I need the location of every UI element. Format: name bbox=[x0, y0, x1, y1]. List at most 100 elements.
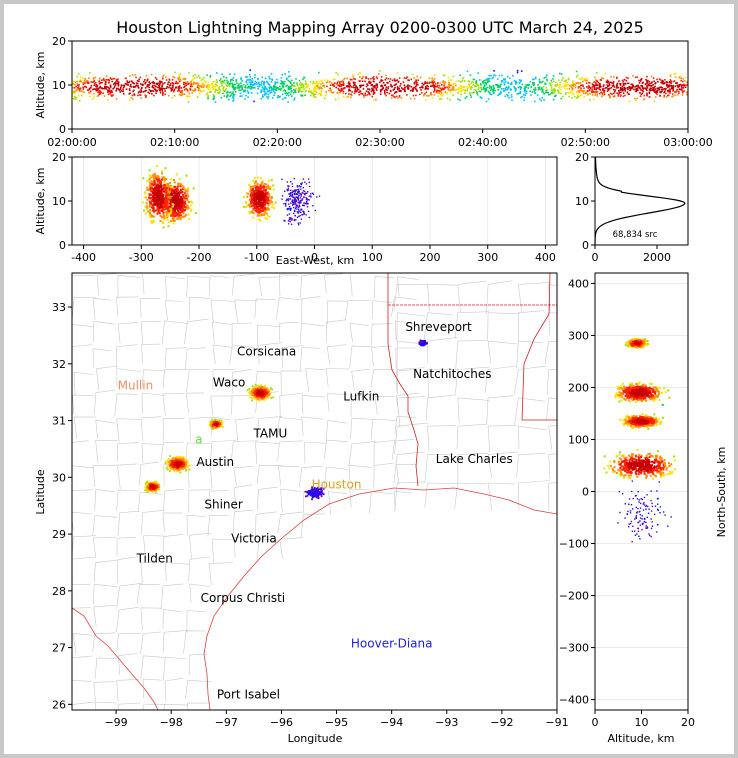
time-altitude-source bbox=[557, 90, 560, 92]
parish-line bbox=[427, 337, 458, 364]
time-altitude-source bbox=[299, 87, 302, 89]
time-altitude-source bbox=[634, 85, 637, 88]
time-altitude-source bbox=[277, 95, 279, 97]
time-altitude-source bbox=[525, 90, 528, 92]
time-altitude-source bbox=[470, 82, 473, 85]
time-altitude-source bbox=[569, 85, 571, 87]
ew-source bbox=[180, 204, 183, 207]
time-altitude-source bbox=[131, 80, 133, 82]
time-altitude-source bbox=[343, 78, 345, 81]
time-altitude-source bbox=[356, 86, 358, 89]
ew-source bbox=[283, 219, 285, 222]
county-line bbox=[141, 369, 164, 389]
ew-source bbox=[252, 202, 255, 204]
time-altitude-source bbox=[93, 82, 96, 85]
time-altitude-source bbox=[680, 88, 683, 90]
time-altitude-source bbox=[577, 94, 579, 97]
ew-source bbox=[160, 200, 163, 203]
ew-source bbox=[269, 187, 272, 190]
time-altitude-source bbox=[359, 84, 361, 87]
time-altitude-source bbox=[641, 89, 644, 92]
time-altitude-source bbox=[318, 80, 321, 83]
time-altitude-source bbox=[232, 97, 235, 99]
ew-source bbox=[142, 201, 145, 204]
time-altitude-source bbox=[212, 80, 215, 83]
time-altitude-source bbox=[226, 85, 229, 87]
time-altitude-source bbox=[412, 73, 414, 76]
time-altitude-source bbox=[239, 85, 242, 87]
time-altitude-source bbox=[226, 79, 228, 82]
time-altitude-source bbox=[337, 97, 340, 100]
county-line bbox=[116, 489, 139, 512]
time-altitude-source bbox=[222, 89, 225, 92]
ew-source bbox=[269, 202, 272, 205]
time-altitude-source bbox=[98, 92, 101, 94]
time-altitude-source bbox=[393, 80, 396, 82]
time-altitude-source bbox=[208, 84, 211, 86]
ew-source bbox=[159, 200, 162, 203]
ew-source bbox=[252, 189, 255, 192]
time-altitude-source bbox=[580, 84, 583, 87]
time-altitude-source bbox=[201, 83, 203, 85]
time-altitude-source bbox=[105, 81, 107, 84]
time-altitude-source bbox=[156, 86, 159, 89]
time-altitude-source bbox=[420, 91, 423, 94]
time-altitude-source bbox=[240, 82, 242, 84]
time-altitude-xtick-label: 02:50:00 bbox=[561, 136, 610, 149]
time-altitude-source bbox=[620, 91, 622, 93]
county-line bbox=[326, 319, 346, 343]
ew-source bbox=[178, 201, 181, 204]
county-line bbox=[326, 344, 347, 365]
time-altitude-source bbox=[500, 92, 502, 94]
time-altitude-source bbox=[348, 89, 350, 92]
ew-source bbox=[162, 203, 165, 206]
ew-source bbox=[266, 186, 269, 189]
time-altitude-source bbox=[194, 88, 196, 90]
time-altitude-source bbox=[565, 85, 568, 87]
ew-source bbox=[174, 186, 177, 188]
time-altitude-source bbox=[174, 71, 176, 74]
plan-source bbox=[262, 391, 264, 393]
ew-source bbox=[306, 192, 308, 194]
ew-source bbox=[153, 186, 156, 189]
ew-source bbox=[260, 190, 263, 193]
time-altitude-source bbox=[380, 79, 382, 81]
time-altitude-source bbox=[154, 76, 157, 79]
time-altitude-source bbox=[671, 87, 674, 89]
ew-source bbox=[264, 193, 267, 195]
time-altitude-source bbox=[409, 97, 412, 100]
ew-source bbox=[162, 211, 165, 214]
ew-source bbox=[158, 212, 161, 215]
time-altitude-source bbox=[582, 85, 584, 87]
ew-source bbox=[256, 202, 259, 204]
ew-source bbox=[245, 192, 248, 195]
ew-source bbox=[182, 216, 185, 218]
time-altitude-source bbox=[542, 91, 544, 93]
county-line bbox=[209, 562, 233, 586]
time-altitude-source bbox=[270, 91, 273, 93]
time-altitude-source bbox=[75, 89, 77, 92]
ew-source bbox=[301, 214, 303, 216]
time-altitude-source bbox=[472, 78, 475, 81]
time-altitude-source bbox=[367, 78, 370, 80]
time-altitude-source bbox=[443, 88, 445, 90]
time-altitude-source bbox=[403, 84, 406, 86]
time-altitude-source bbox=[214, 85, 217, 88]
county-line bbox=[326, 393, 348, 413]
time-altitude-source bbox=[596, 72, 598, 74]
time-altitude-source bbox=[652, 88, 655, 90]
ew-source bbox=[154, 196, 157, 199]
time-altitude-source bbox=[294, 90, 296, 93]
time-altitude-source bbox=[421, 82, 423, 85]
time-altitude-source bbox=[384, 84, 387, 86]
time-altitude-source bbox=[635, 90, 637, 93]
ew-source bbox=[257, 213, 260, 216]
time-altitude-source bbox=[612, 88, 615, 91]
county-line bbox=[231, 369, 253, 394]
time-altitude-source bbox=[672, 80, 675, 83]
time-altitude-source bbox=[649, 87, 652, 89]
time-altitude-source bbox=[268, 86, 271, 89]
plan-source bbox=[270, 397, 273, 399]
plan-source bbox=[248, 393, 251, 395]
